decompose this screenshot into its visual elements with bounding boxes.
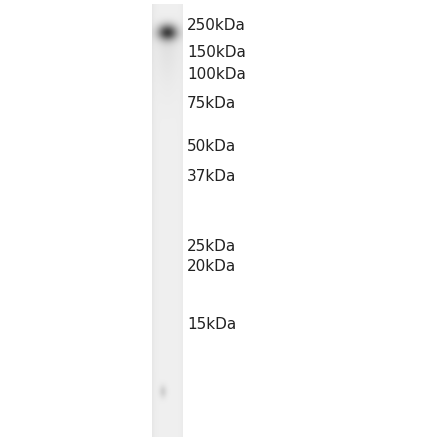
Text: 20kDa: 20kDa <box>187 259 236 274</box>
Text: 37kDa: 37kDa <box>187 169 236 184</box>
Text: 150kDa: 150kDa <box>187 45 246 60</box>
Text: 50kDa: 50kDa <box>187 139 236 154</box>
Text: 250kDa: 250kDa <box>187 18 246 33</box>
Text: 75kDa: 75kDa <box>187 96 236 111</box>
Text: 25kDa: 25kDa <box>187 239 236 254</box>
Text: 100kDa: 100kDa <box>187 67 246 82</box>
Text: 15kDa: 15kDa <box>187 317 236 332</box>
